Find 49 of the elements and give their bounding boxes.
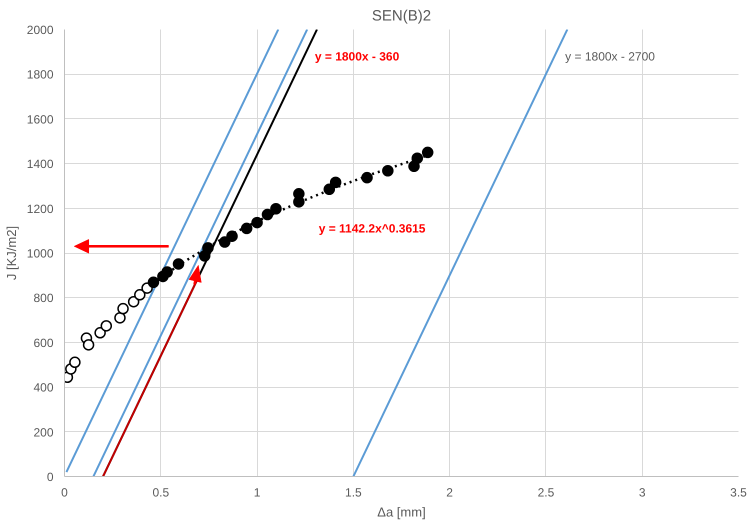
point	[361, 172, 373, 184]
chart-title: SEN(B)2	[372, 8, 432, 24]
x-tick-label: 2	[446, 486, 454, 500]
x-tick-label: 3	[638, 486, 646, 500]
x-tick-label: 2.5	[538, 486, 555, 500]
x-tick-label: 1	[254, 486, 261, 500]
y-tick-label: 400	[33, 380, 54, 395]
x-tick-label: 3.5	[730, 486, 748, 500]
y-tick-label: 1800	[26, 68, 54, 82]
point	[262, 208, 274, 220]
point	[324, 184, 336, 196]
point	[69, 356, 81, 368]
point	[270, 203, 282, 214]
point	[117, 302, 129, 314]
point	[94, 327, 106, 339]
y-tick-label: 600	[33, 336, 54, 350]
point	[82, 339, 94, 351]
point	[100, 320, 112, 332]
annotation: y = 1800x - 2700	[565, 49, 656, 64]
point	[382, 165, 394, 176]
y-tick-label: 1200	[26, 202, 54, 216]
y-tick-label: 0	[46, 470, 54, 484]
point	[251, 216, 263, 228]
y-tick-label: 1000	[26, 246, 54, 260]
point	[114, 312, 126, 324]
annotation: y = 1800x - 360	[314, 49, 400, 64]
point	[161, 266, 173, 278]
annotation: y = 1142.2x^0.3615	[318, 221, 426, 236]
point	[330, 176, 342, 188]
point	[134, 289, 146, 301]
point	[172, 258, 184, 270]
point	[218, 236, 230, 248]
point	[226, 230, 238, 242]
y-tick-label: 800	[33, 291, 54, 306]
x-tick-label: 0.5	[152, 486, 170, 500]
point	[422, 146, 434, 158]
y-tick-label: 1600	[26, 112, 54, 126]
point	[148, 276, 160, 288]
point	[202, 242, 214, 254]
y-tick-label: 1400	[26, 157, 54, 172]
point	[240, 222, 252, 234]
point	[412, 152, 424, 164]
x-tick-label: 0	[61, 486, 68, 500]
point	[128, 296, 140, 308]
x-axis-title: Δa [mm]	[377, 504, 426, 520]
x-tick-label: 1.5	[345, 486, 362, 500]
y-tick-label: 2000	[26, 23, 54, 37]
y-axis-title: J [KJ/m2]	[4, 226, 19, 280]
y-tick-label: 200	[33, 425, 54, 440]
